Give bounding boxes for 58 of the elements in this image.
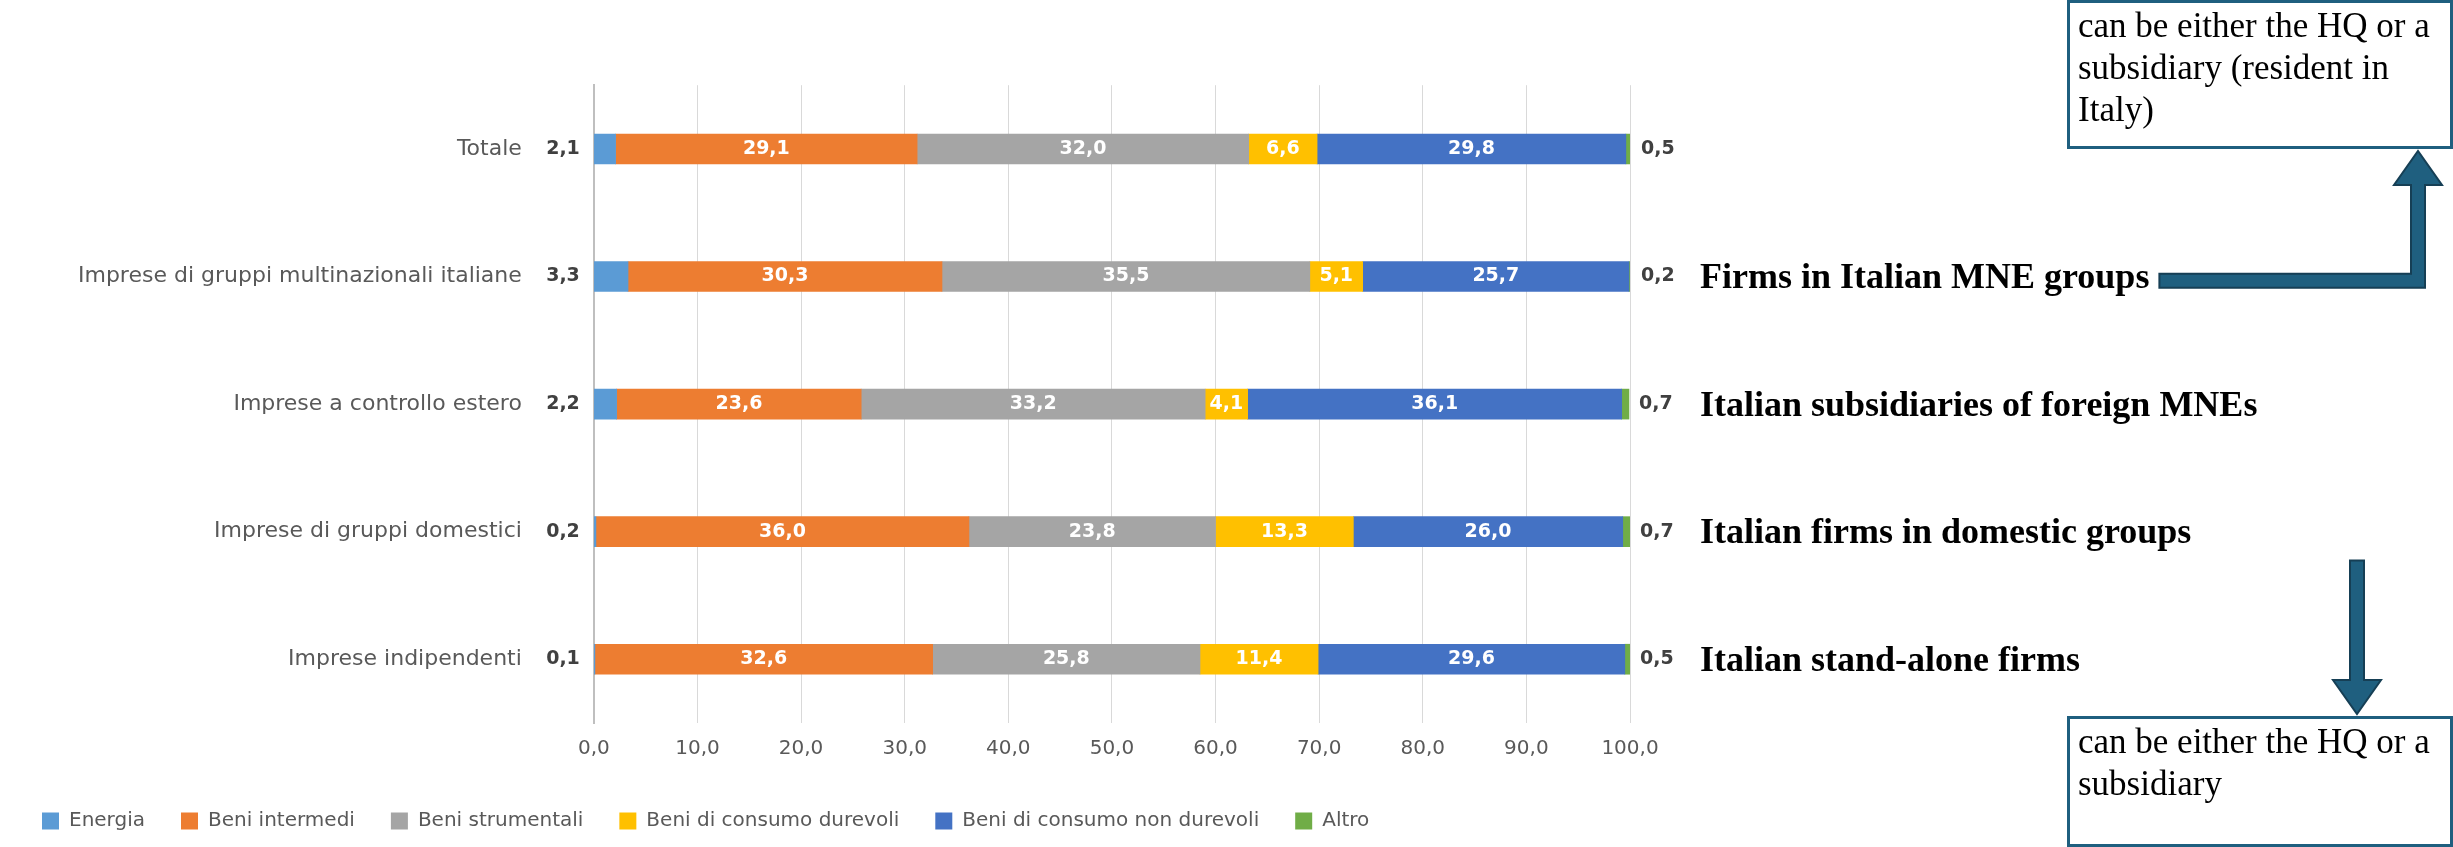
y-tick-label: Imprese indipendenti [288,644,522,670]
data-label: 2,2 [546,391,580,414]
y-tick-label: Imprese di gruppi multinazionali italiane [77,262,522,288]
legend-label: Energia [69,807,145,832]
legend-label: Beni di consumo non durevoli [962,807,1260,832]
data-label: 0,1 [546,646,580,669]
data-label: 36,1 [1411,391,1459,414]
legend-label: Beni di consumo durevoli [646,807,900,832]
data-label: 5,1 [1319,263,1354,286]
data-label: 0,7 [1638,391,1673,414]
data-label: 32,6 [740,646,788,669]
legend-label: Beni intermedi [208,807,355,832]
x-tick-label: 10,0 [675,735,720,760]
data-label: 11,4 [1235,646,1283,669]
x-tick-label: 0,0 [577,735,610,760]
text: Italian subsidiaries of foreign MNEs [1700,383,2258,425]
data-label: 29,8 [1448,135,1495,158]
data-label: 23,8 [1068,518,1116,541]
data-label: 13,3 [1261,518,1308,541]
data-label: 4,1 [1209,391,1244,414]
data-label: 25,7 [1472,263,1520,286]
data-label: 33,2 [1009,391,1057,414]
text: Firms in Italian MNE groups [1700,256,2150,298]
x-tick-label: 80,0 [1400,735,1446,760]
data-label: 30,3 [761,263,809,286]
text: Italian stand-alone firms [1700,638,2081,681]
data-label: 35,5 [1102,263,1150,286]
x-tick-label: 20,0 [778,735,824,760]
x-tick-label: 30,0 [882,735,927,760]
y-tick-label: Imprese di gruppi domestici [214,517,522,543]
y-tick-label: Imprese a controllo estero [233,389,522,415]
legend-label: Altro [1322,807,1370,832]
data-label: 29,6 [1448,646,1495,669]
data-label: 36,0 [758,518,806,541]
data-label: 6,6 [1266,135,1300,158]
x-tick-label: 90,0 [1504,735,1549,760]
data-label: 0,2 [1641,263,1675,286]
data-label: 29,1 [742,135,790,158]
data-label: 3,3 [546,263,580,286]
data-label: 0,5 [1641,135,1675,158]
data-label: 32,0 [1059,135,1107,158]
data-label: 23,6 [715,391,763,414]
y-tick-label: Totale [455,134,522,160]
x-tick-label: 50,0 [1089,735,1135,760]
data-label: 25,8 [1042,646,1090,669]
data-label: 0,5 [1640,646,1674,669]
text: can be either the HQ or a subsidiary [2067,716,2453,847]
x-tick-label: 70,0 [1296,735,1342,760]
legend-label: Beni strumentali [417,807,584,832]
text: Italian firms in domestic groups [1700,511,2192,553]
data-label: 26,0 [1464,518,1512,541]
x-tick-label: 100,0 [1601,735,1659,760]
data-label: 2,1 [546,135,580,158]
x-tick-label: 60,0 [1193,735,1238,760]
data-label: 0,2 [546,518,580,541]
x-tick-label: 40,0 [986,735,1031,760]
text: can be either the HQ or a subsidiary (resident in Italy) [2067,0,2453,149]
data-label: 0,7 [1640,518,1674,541]
